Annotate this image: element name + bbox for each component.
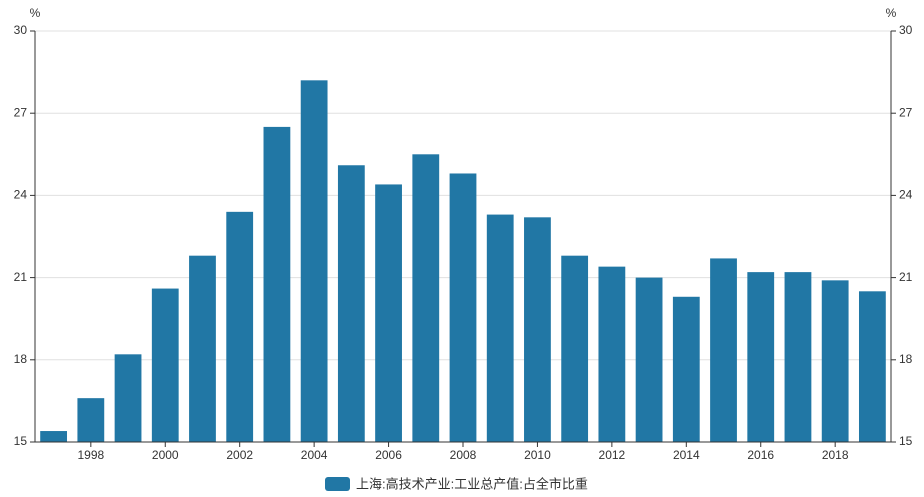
bar bbox=[300, 80, 328, 442]
bar bbox=[561, 255, 589, 442]
x-tick-label: 1998 bbox=[77, 448, 104, 462]
bar bbox=[784, 272, 812, 442]
bar bbox=[635, 277, 663, 442]
x-tick-label: 2008 bbox=[450, 448, 477, 462]
x-tick-label: 2014 bbox=[673, 448, 700, 462]
y-tick-label: 30 bbox=[14, 23, 28, 37]
bar bbox=[672, 296, 700, 442]
y2-unit: % bbox=[886, 6, 897, 20]
bar bbox=[449, 173, 477, 443]
bar bbox=[858, 291, 886, 442]
bar bbox=[263, 126, 291, 443]
bar bbox=[747, 272, 775, 442]
y2-tick-label: 30 bbox=[899, 23, 913, 37]
y-unit: % bbox=[30, 6, 41, 20]
x-tick-label: 2016 bbox=[747, 448, 774, 462]
bar bbox=[598, 266, 626, 442]
x-tick-label: 2018 bbox=[822, 448, 849, 462]
y2-tick-label: 21 bbox=[899, 270, 913, 284]
bar bbox=[486, 214, 514, 442]
y-tick-label: 24 bbox=[14, 188, 28, 202]
bar bbox=[77, 398, 105, 442]
y2-tick-label: 15 bbox=[899, 434, 913, 448]
bar bbox=[524, 217, 551, 442]
bar bbox=[412, 154, 440, 443]
bar bbox=[40, 431, 68, 442]
bar bbox=[337, 165, 365, 442]
y2-tick-label: 18 bbox=[899, 352, 913, 366]
bar bbox=[189, 255, 216, 442]
legend-label: 上海:高技术产业:工业总产值:占全市比重 bbox=[356, 476, 588, 491]
y-tick-label: 18 bbox=[14, 352, 28, 366]
bar bbox=[821, 280, 849, 442]
bar bbox=[226, 211, 254, 442]
legend-swatch bbox=[325, 477, 350, 491]
bar bbox=[114, 354, 142, 442]
x-tick-label: 2000 bbox=[152, 448, 179, 462]
x-tick-label: 2010 bbox=[524, 448, 551, 462]
bar bbox=[710, 258, 737, 442]
bar bbox=[375, 184, 402, 442]
x-tick-label: 2002 bbox=[226, 448, 253, 462]
x-tick-label: 2012 bbox=[599, 448, 626, 462]
y2-tick-label: 27 bbox=[899, 105, 913, 119]
bar bbox=[151, 288, 179, 442]
y-tick-label: 21 bbox=[14, 270, 28, 284]
x-tick-label: 2006 bbox=[375, 448, 402, 462]
y-tick-label: 27 bbox=[14, 105, 28, 119]
y2-tick-label: 24 bbox=[899, 188, 913, 202]
y-tick-label: 15 bbox=[14, 434, 28, 448]
x-tick-label: 2004 bbox=[301, 448, 328, 462]
